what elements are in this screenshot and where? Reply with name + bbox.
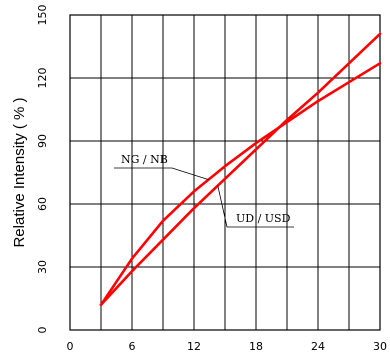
x-tick-label: 30 bbox=[373, 340, 387, 353]
series-line-1 bbox=[99, 61, 382, 307]
x-tick-label: 24 bbox=[311, 340, 325, 353]
x-tick-label: 0 bbox=[67, 340, 74, 353]
x-tick-label: 6 bbox=[129, 340, 136, 353]
y-tick-label: 60 bbox=[36, 197, 49, 211]
plot-frame bbox=[69, 14, 381, 331]
y-tick-label: 90 bbox=[36, 134, 49, 148]
y-tick-label: 150 bbox=[36, 5, 49, 26]
x-tick-label: 12 bbox=[187, 340, 201, 353]
series-label-ng-nb: NG / NB bbox=[121, 153, 168, 166]
y-tick-label: 120 bbox=[36, 68, 49, 89]
series-label-ud-usd: UD / USD bbox=[236, 212, 291, 225]
grid bbox=[70, 15, 380, 330]
annotation-leader-line bbox=[114, 167, 209, 180]
x-tick-label: 18 bbox=[249, 340, 263, 353]
annotation-leader-line bbox=[217, 185, 294, 228]
y-tick-label: 30 bbox=[36, 260, 49, 274]
series-group bbox=[99, 32, 382, 307]
tick-labels: 0 6 12 18 24 30 0 30 60 90 120 150 bbox=[36, 5, 387, 354]
y-axis-title: Relative Intensity ( % ) bbox=[11, 97, 28, 247]
annotations: NG / NB UD / USD bbox=[114, 153, 294, 228]
y-tick-label: 0 bbox=[36, 327, 49, 334]
series-line-2 bbox=[99, 32, 382, 307]
